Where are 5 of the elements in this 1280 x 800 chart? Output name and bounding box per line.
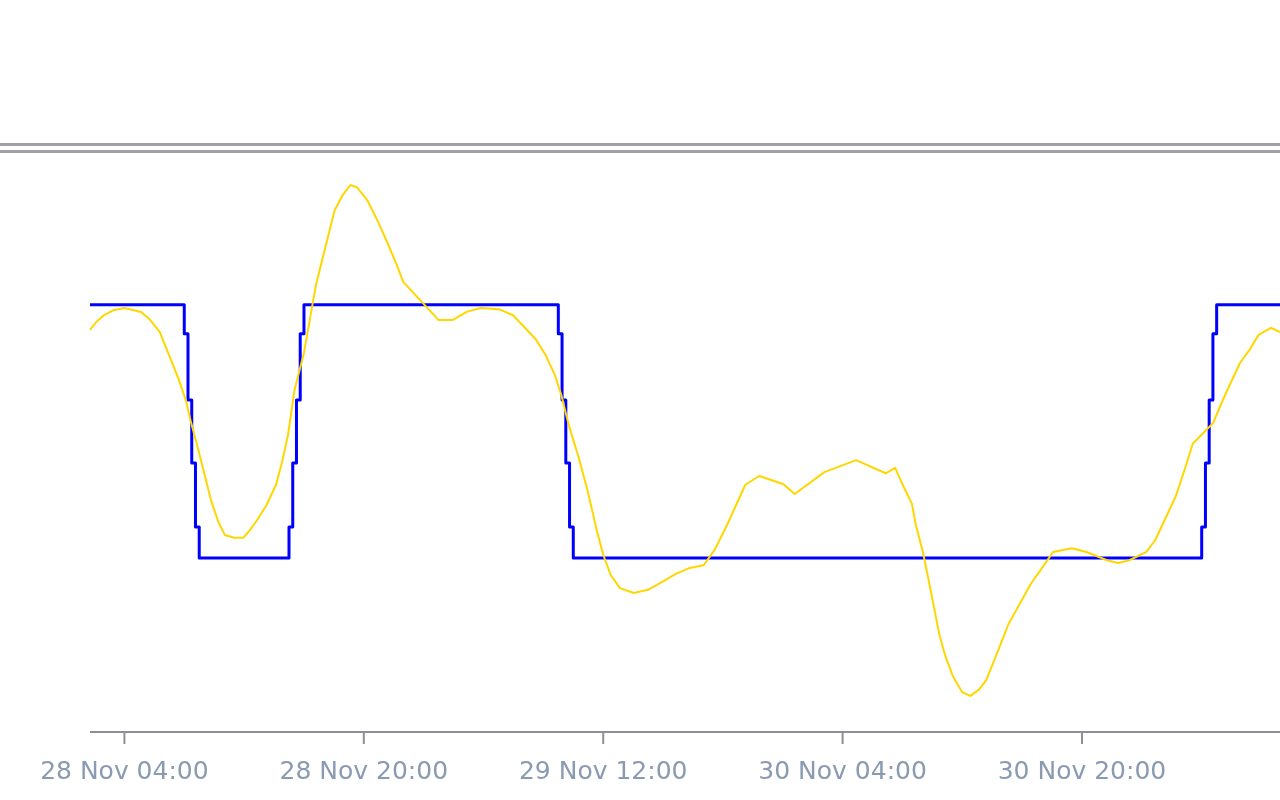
x-tick-label: 29 Nov 12:00 [518, 756, 688, 785]
x-tick-label: 30 Nov 04:00 [758, 756, 927, 785]
x-tick-label: 30 Nov 20:00 [997, 756, 1167, 785]
x-tick-label: 28 Nov 20:00 [279, 756, 449, 785]
x-tick-label: 28 Nov 04:00 [40, 756, 209, 785]
